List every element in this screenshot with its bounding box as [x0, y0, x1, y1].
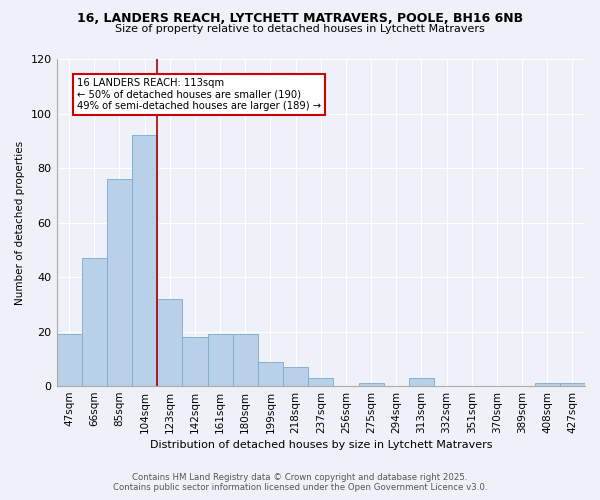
Y-axis label: Number of detached properties: Number of detached properties	[15, 140, 25, 304]
Bar	[359, 384, 383, 386]
Bar	[182, 337, 208, 386]
Text: 16 LANDERS REACH: 113sqm
← 50% of detached houses are smaller (190)
49% of semi-: 16 LANDERS REACH: 113sqm ← 50% of detach…	[77, 78, 321, 112]
Bar	[308, 378, 334, 386]
Bar	[208, 334, 233, 386]
Text: 16, LANDERS REACH, LYTCHETT MATRAVERS, POOLE, BH16 6NB: 16, LANDERS REACH, LYTCHETT MATRAVERS, P…	[77, 12, 523, 26]
Bar	[560, 384, 585, 386]
Bar	[535, 384, 560, 386]
X-axis label: Distribution of detached houses by size in Lytchett Matravers: Distribution of detached houses by size …	[149, 440, 492, 450]
Bar	[107, 179, 132, 386]
Bar	[258, 362, 283, 386]
Bar	[132, 136, 157, 386]
Bar	[233, 334, 258, 386]
Bar	[409, 378, 434, 386]
Bar	[56, 334, 82, 386]
Text: Contains HM Land Registry data © Crown copyright and database right 2025.
Contai: Contains HM Land Registry data © Crown c…	[113, 473, 487, 492]
Text: Size of property relative to detached houses in Lytchett Matravers: Size of property relative to detached ho…	[115, 24, 485, 34]
Bar	[157, 299, 182, 386]
Bar	[283, 367, 308, 386]
Bar	[82, 258, 107, 386]
